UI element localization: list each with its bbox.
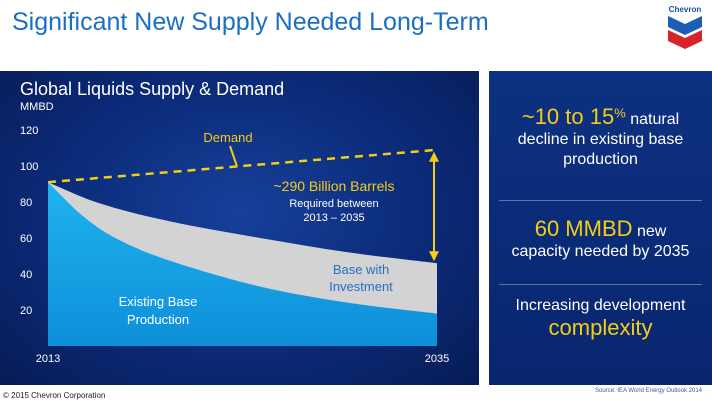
annotation-subtitle-line2: 2013 – 2035 xyxy=(303,212,364,224)
facts-divider xyxy=(499,200,702,201)
chart-title: Global Liquids Supply & Demand xyxy=(20,79,285,99)
y-axis-unit-label: MMBD xyxy=(20,101,54,113)
base-label-line1: Existing Base xyxy=(119,294,198,309)
fact-decline-percent: ~10 to 15 xyxy=(521,104,615,129)
supply-gap-arrow xyxy=(429,151,439,262)
y-tick-label: 60 xyxy=(20,233,32,245)
y-tick-label: 40 xyxy=(20,269,32,281)
fact-capacity-line1: 60 MMBD new xyxy=(489,216,712,242)
fact-decline-text: natural xyxy=(625,111,680,128)
fact-capacity-value: 60 MMBD xyxy=(534,216,633,241)
fact-complexity: Increasing development complexity xyxy=(489,296,712,342)
annotation-headline: ~290 Billion Barrels xyxy=(273,178,394,194)
fact-decline-percent-sign: % xyxy=(614,105,626,121)
fact-capacity: 60 MMBD new capacity needed by 2035 xyxy=(489,216,712,262)
copyright-text: © 2015 Chevron Corporation xyxy=(3,391,106,400)
fact-decline-line3: production xyxy=(563,150,638,168)
fact-decline-line1: ~10 to 15% natural xyxy=(489,104,712,130)
fact-complexity-line1: Increasing development xyxy=(515,297,686,314)
fact-capacity-line2: capacity needed by 2035 xyxy=(511,243,690,261)
y-tick-label: 120 xyxy=(20,125,38,137)
chevron-logo-lower-chevron xyxy=(668,30,702,49)
annotation-subtitle-line1: Required between xyxy=(289,198,378,210)
facts-divider xyxy=(499,284,702,285)
investment-label-line1: Base with xyxy=(333,262,389,277)
source-note: Source: IEA World Energy Outlook 2014 xyxy=(595,388,702,394)
chevron-logo-upper-chevron xyxy=(668,16,702,35)
x-tick-label: 2013 xyxy=(36,353,60,365)
fact-decline-line2: decline in existing base xyxy=(517,131,684,149)
demand-label-pointer xyxy=(229,145,238,167)
base-label-line2: Production xyxy=(127,312,189,327)
page-title: Significant New Supply Needed Long-Term xyxy=(12,8,489,36)
x-tick-label: 2035 xyxy=(425,353,449,365)
fact-decline: ~10 to 15% natural decline in existing b… xyxy=(489,104,712,169)
demand-label: Demand xyxy=(203,130,252,145)
y-tick-label: 20 xyxy=(20,305,32,317)
chevron-logo: Chevron xyxy=(668,5,702,49)
key-facts-panel xyxy=(489,71,712,385)
fact-capacity-text: new xyxy=(632,223,667,240)
fact-complexity-highlight: complexity xyxy=(548,315,653,341)
supply-gap-arrowhead-bottom xyxy=(429,251,439,262)
y-tick-label: 80 xyxy=(20,197,32,209)
y-tick-label: 100 xyxy=(20,161,38,173)
chevron-logo-wordmark: Chevron xyxy=(669,5,702,14)
demand-line xyxy=(47,148,438,184)
existing-base-area xyxy=(48,182,437,346)
investment-label-line2: Investment xyxy=(329,279,393,294)
supply-gap-arrowhead-top xyxy=(429,151,439,162)
